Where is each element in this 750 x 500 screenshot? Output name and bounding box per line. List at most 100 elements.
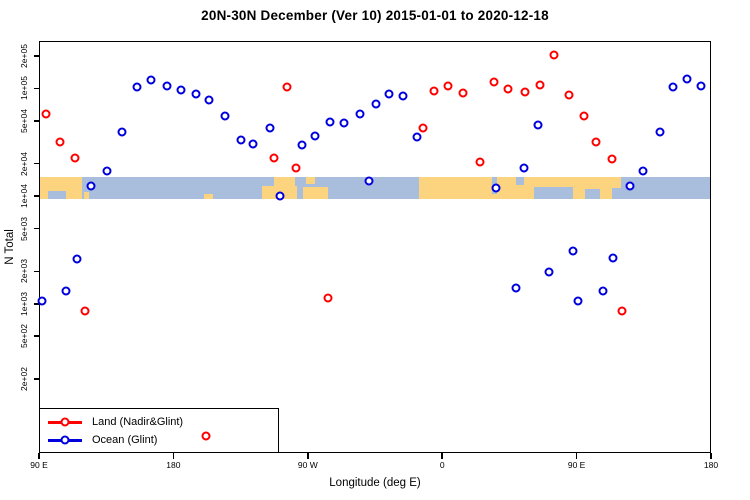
- x-tick-label: 90 W: [297, 460, 318, 471]
- y-tick: [33, 195, 39, 197]
- x-tick: [172, 453, 175, 459]
- y-tick-label: 1e+05: [19, 76, 29, 101]
- data-point-ocean: [573, 296, 583, 306]
- data-point-ocean: [86, 181, 96, 191]
- ocean-segment: [584, 189, 600, 199]
- land-circle-icon: [60, 417, 70, 427]
- data-point-land: [323, 293, 333, 303]
- data-point-land: [503, 84, 513, 94]
- data-point-ocean: [325, 117, 335, 127]
- y-tick-label: 1e+04: [19, 184, 29, 209]
- data-point-ocean: [132, 82, 142, 92]
- y-tick: [33, 87, 39, 90]
- x-tick: [710, 453, 712, 459]
- ocean-segment: [533, 186, 573, 199]
- data-point-ocean: [37, 296, 47, 306]
- data-point-land: [489, 77, 499, 87]
- data-point-ocean: [339, 118, 349, 128]
- data-point-ocean: [511, 283, 521, 293]
- land-segment: [204, 193, 213, 199]
- y-tick-label: 5e+04: [19, 108, 29, 133]
- data-point-ocean: [608, 253, 618, 263]
- legend-label-ocean: Ocean (Glint): [92, 434, 158, 446]
- data-point-land: [607, 154, 617, 164]
- data-point-land: [291, 163, 301, 173]
- land-segment: [305, 177, 316, 184]
- data-point-ocean: [668, 82, 678, 92]
- data-point-land: [282, 82, 292, 92]
- data-point-ocean: [146, 75, 156, 85]
- data-point-ocean: [355, 109, 365, 119]
- y-tick-label: 2e+04: [19, 151, 29, 176]
- data-point-land: [80, 306, 90, 316]
- data-point-land: [55, 137, 65, 147]
- y-tick-label: 2e+02: [19, 367, 29, 391]
- y-tick: [33, 302, 39, 305]
- data-point-ocean: [297, 140, 307, 150]
- x-tick-label: 0: [439, 460, 445, 471]
- data-point-ocean: [265, 123, 275, 133]
- chart-title: 20N-30N December (Ver 10) 2015-01-01 to …: [201, 8, 549, 23]
- y-tick-label: 2e+05: [19, 44, 29, 68]
- x-tick: [38, 453, 40, 459]
- y-tick-label: 5e+03: [19, 216, 29, 241]
- y-tick: [33, 378, 39, 380]
- data-point-ocean: [117, 127, 127, 137]
- legend-item-land: Land (Nadir&Glint): [48, 413, 183, 431]
- y-tick: [33, 120, 39, 122]
- y-tick-label: 5e+02: [19, 324, 29, 349]
- y-axis-title: N Total: [4, 229, 16, 265]
- data-point-land: [458, 88, 468, 98]
- data-point-land: [564, 90, 574, 100]
- data-point-ocean: [598, 286, 608, 296]
- data-point-ocean: [61, 286, 71, 296]
- data-point-ocean: [364, 176, 374, 186]
- data-point-ocean: [412, 132, 422, 142]
- data-point-land: [617, 306, 627, 316]
- data-point-land: [429, 86, 439, 96]
- data-point-land: [418, 123, 428, 133]
- data-point-ocean: [533, 120, 543, 130]
- data-point-ocean: [162, 81, 172, 91]
- land-segment: [273, 177, 295, 187]
- data-point-ocean: [398, 91, 408, 101]
- x-tick-label: 180: [703, 460, 719, 471]
- data-point-land: [549, 50, 559, 60]
- y-tick: [33, 270, 39, 273]
- data-point-ocean: [176, 85, 186, 95]
- data-point-land: [443, 81, 453, 91]
- x-tick: [441, 453, 443, 459]
- data-point-land: [591, 137, 601, 147]
- x-axis-title: Longitude (deg E): [329, 477, 421, 489]
- data-point-ocean: [638, 166, 648, 176]
- x-tick: [575, 453, 578, 459]
- data-point-land: [520, 87, 530, 97]
- ocean-segment: [611, 188, 621, 199]
- data-point-ocean: [191, 89, 201, 99]
- data-point-ocean: [519, 163, 529, 173]
- y-tick: [33, 335, 39, 337]
- data-point-ocean: [696, 81, 706, 91]
- legend-marker-land: [48, 416, 82, 428]
- data-point-land: [201, 431, 211, 441]
- legend-label-land: Land (Nadir&Glint): [92, 416, 184, 428]
- data-point-land: [475, 157, 485, 167]
- data-point-ocean: [625, 181, 635, 191]
- data-point-ocean: [310, 131, 320, 141]
- data-point-land: [535, 80, 545, 90]
- legend-box: Land (Nadir&Glint) Ocean (Glint): [39, 408, 279, 453]
- plot-frame: [39, 41, 711, 453]
- ocean-segment: [47, 191, 67, 199]
- data-point-ocean: [491, 183, 501, 193]
- y-tick: [33, 55, 39, 57]
- data-point-ocean: [568, 246, 578, 256]
- legend-marker-ocean: [48, 434, 82, 446]
- data-point-land: [579, 111, 589, 121]
- data-point-ocean: [371, 99, 381, 109]
- data-point-ocean: [655, 127, 665, 137]
- data-point-land: [41, 109, 51, 119]
- data-point-ocean: [275, 191, 285, 201]
- ocean-circle-icon: [60, 435, 70, 445]
- data-point-ocean: [102, 166, 112, 176]
